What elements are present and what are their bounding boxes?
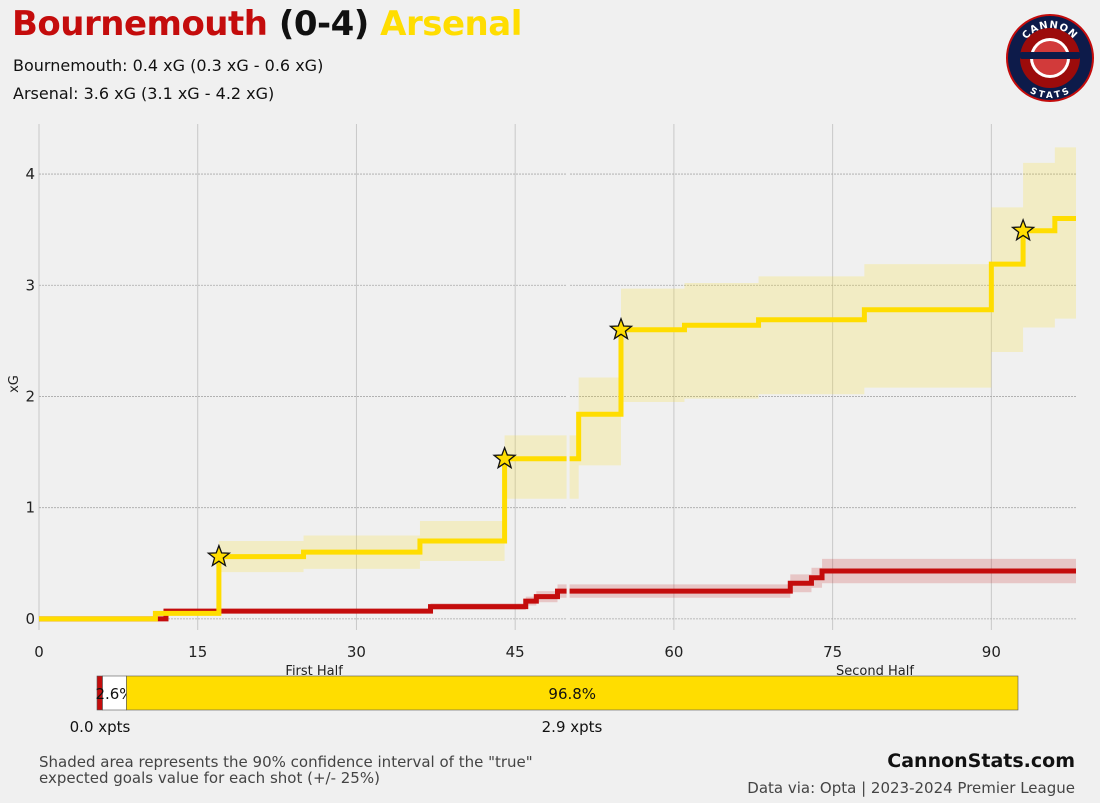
xg-line-bournemouth [39,568,1076,622]
y-axis-label: xG [7,375,22,393]
footer-note: Shaded area represents the 90% confidenc… [39,753,533,787]
half-label: Second Half [836,664,914,679]
goal-star-icon [1010,217,1036,242]
x-tick-label: 15 [188,643,207,661]
away-team-name: Arsenal [380,4,522,44]
y-tick-label: 1 [25,499,35,517]
half-labels: First Half Second Half [285,664,914,679]
goal-star-icon [608,316,634,341]
x-tick-label: 60 [664,643,683,661]
prob-segment-arsenal [126,675,1019,711]
goal-star-icon [492,445,517,470]
prob-label-arsenal: 96.8% [548,685,596,703]
xpts-label-bournemouth: 0.0 xpts [70,718,131,736]
y-tick-label: 3 [25,276,35,294]
xg-lines [39,124,1076,630]
x-tick-label: 45 [506,643,525,661]
cannonstats-logo-icon: CANNON STATS [1006,14,1094,102]
away-xg-line: Arsenal: 3.6 xG (3.1 xG - 4.2 xG) [13,84,275,103]
footer-brand: CannonStats.com [887,750,1075,772]
xg-line-arsenal [39,216,1076,622]
y-tick-label: 4 [25,165,35,183]
x-tick-label: 30 [347,643,366,661]
x-tick-label: 0 [34,643,44,661]
home-xg-line: Bournemouth: 0.4 xG (0.3 xG - 0.6 xG) [13,56,324,75]
win-probability-bar: 2.6% 96.8% 0.0 xpts 2.9 xpts [70,675,1019,736]
x-axis-ticks: 0 15 30 45 60 75 90 [34,643,1001,661]
confidence-band-arsenal [39,147,1076,619]
prob-label-draw: 2.6% [95,685,133,703]
confidence-bands [39,147,1076,619]
goal-star-icon [206,543,232,568]
halftime-gap [566,124,570,630]
logo-text-bottom: STATS [1028,86,1071,101]
score: (0-4) [278,4,370,44]
x-tick-label: 90 [982,643,1001,661]
y-tick-label: 2 [25,387,35,405]
half-label: First Half [285,664,343,679]
svg-text:STATS: STATS [1028,86,1072,101]
footer-source: Data via: Opta | 2023-2024 Premier Leagu… [747,779,1075,797]
goal-markers [206,217,1036,568]
xg-step-chart: 0 15 30 45 60 75 90 0 1 2 3 4 First Half Second Hal… [7,124,1076,679]
y-tick-label: 0 [25,610,35,628]
x-tick-label: 75 [823,643,842,661]
match-title: Bournemouth (0-4) Arsenal [12,4,522,44]
xpts-label-arsenal: 2.9 xpts [542,718,603,736]
home-team-name: Bournemouth [12,4,268,44]
y-axis-ticks: 0 1 2 3 4 [25,165,35,628]
chart-grid [38,124,1076,630]
